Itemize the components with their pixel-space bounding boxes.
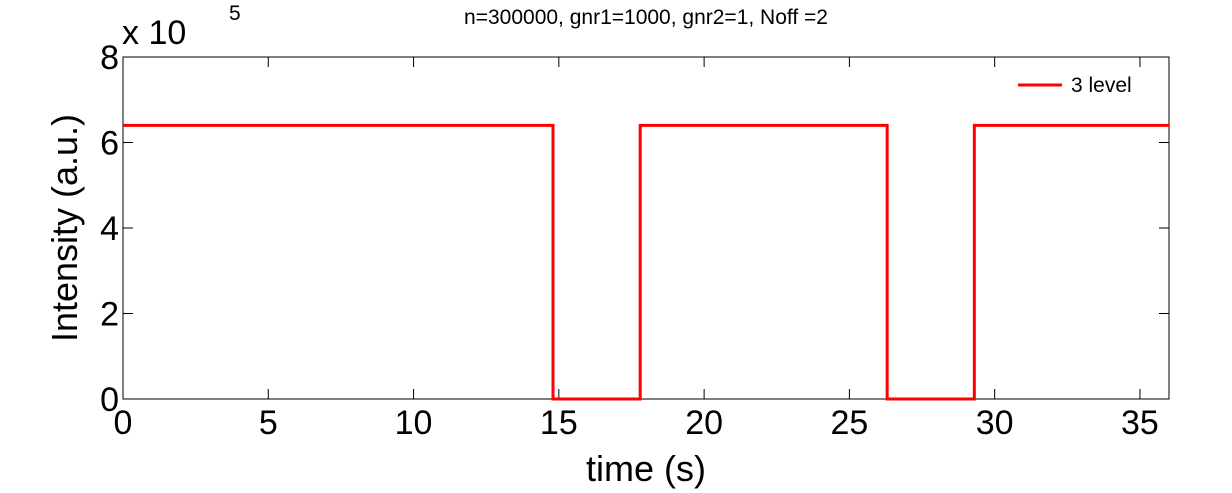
x-tick-label: 30 bbox=[976, 404, 1014, 442]
legend-label: 3 level bbox=[1071, 74, 1132, 97]
y-tick-label: 6 bbox=[100, 125, 119, 163]
y-tick-label: 4 bbox=[100, 210, 119, 248]
y-axis-multiplier-exponent: 5 bbox=[229, 2, 241, 25]
y-tick-label: 8 bbox=[100, 39, 119, 77]
x-tick-label: 5 bbox=[259, 404, 278, 442]
plot-area bbox=[122, 56, 1170, 400]
series-line bbox=[123, 123, 1169, 401]
y-axis-ticks: 0 2 4 6 8 bbox=[100, 39, 1169, 419]
x-tick-label: 20 bbox=[685, 404, 723, 442]
x-axis-ticks: 0 5 10 15 20 25 30 35 bbox=[114, 57, 1159, 442]
x-tick-label: 0 bbox=[114, 404, 133, 442]
y-tick-label: 2 bbox=[100, 296, 119, 334]
legend: 3 level bbox=[1018, 74, 1132, 97]
y-tick-label: 0 bbox=[100, 381, 119, 419]
x-tick-label: 35 bbox=[1121, 404, 1159, 442]
y-axis-label: Intensity (a.u.) bbox=[44, 114, 85, 342]
x-tick-label: 10 bbox=[395, 404, 433, 442]
chart-title: n=300000, gnr1=1000, gnr2=1, Noff =2 bbox=[464, 6, 828, 29]
y-axis-multiplier: x 10 bbox=[122, 14, 186, 52]
x-tick-label: 25 bbox=[830, 404, 868, 442]
series-layer bbox=[123, 123, 1169, 401]
x-tick-label: 15 bbox=[540, 404, 578, 442]
x-axis-label: time (s) bbox=[586, 448, 706, 489]
